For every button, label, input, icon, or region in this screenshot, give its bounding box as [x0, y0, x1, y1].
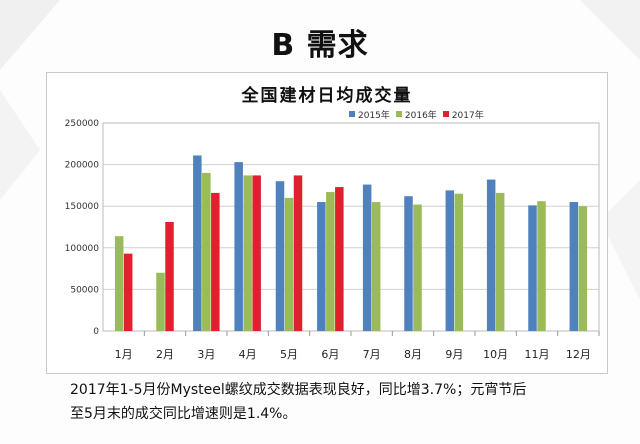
legend-label-2017: 2017年: [451, 110, 484, 121]
bar-2015年-11月: [528, 205, 537, 331]
bar-chart: 0 50000 100000 150000 200000 250000 1月 2月 3月 4月 5月…: [65, 119, 600, 361]
bar-2017年-2月: [165, 222, 174, 331]
caption-line-1: 2017年1-5月份Mysteel螺纹成交数据表现良好，同比增3.7%；元宵节后: [70, 382, 527, 398]
bar-2015年-3月: [193, 155, 202, 331]
bar-2016年-3月: [202, 172, 211, 331]
x-tick-label: 3月: [197, 348, 215, 361]
bar-2016年-4月: [243, 175, 252, 331]
chart-title: 全国建材日均成交量: [241, 86, 413, 106]
y-tick-label: 0: [93, 327, 99, 337]
bar-2016年-6月: [326, 192, 335, 331]
bar-2017年-1月: [123, 253, 133, 331]
x-tick-label: 12月: [566, 348, 591, 361]
page-title: B 需求: [271, 28, 369, 63]
x-tick-label: 9月: [445, 348, 463, 361]
bar-2015年-5月: [275, 181, 285, 331]
x-tick-label: 1月: [115, 348, 133, 361]
bar-2015年-6月: [317, 202, 326, 331]
caption: 2017年1-5月份Mysteel螺纹成交数据表现良好，同比增3.7%；元宵节后…: [70, 378, 630, 426]
bar-2015年-4月: [234, 162, 243, 331]
bar-2017年-3月: [211, 192, 220, 331]
bar-2015年-8月: [404, 196, 413, 331]
caption-line-2: 至5月末的成交同比增速则是1.4%。: [70, 406, 297, 422]
x-tick-label: 8月: [404, 348, 422, 361]
y-tick-label: 50000: [70, 285, 99, 295]
bar-2015年-7月: [362, 184, 372, 331]
bar-2017年-4月: [252, 175, 261, 331]
bar-2015年-9月: [445, 190, 455, 331]
y-tick-label: 250000: [65, 119, 100, 129]
bar-2016年-9月: [454, 193, 464, 331]
bar-2016年-2月: [156, 272, 165, 331]
legend-label-2016: 2016年: [404, 110, 437, 121]
bar-2016年-10月: [495, 192, 505, 331]
chart-legend: 2015年 2016年 2017年: [349, 107, 484, 121]
y-tick-label: 100000: [65, 244, 100, 254]
legend-swatch-2016: [395, 111, 402, 117]
legend-item-2016: 2016年: [395, 108, 437, 121]
legend-swatch-2017: [442, 111, 449, 117]
bar-2016年-11月: [537, 201, 546, 331]
legend-swatch-2015: [349, 111, 355, 117]
bar-2017年-6月: [335, 187, 344, 331]
bar-2016年-12月: [578, 206, 588, 331]
x-tick-label: 4月: [239, 348, 257, 361]
x-tick-label: 2月: [156, 348, 174, 361]
y-tick-label: 200000: [65, 161, 100, 171]
x-tick-label: 6月: [321, 348, 339, 361]
bar-2016年-5月: [284, 197, 294, 331]
x-tick-label: 5月: [280, 348, 298, 361]
x-tick-label: 7月: [363, 348, 381, 361]
bar-2015年-12月: [569, 202, 579, 331]
x-tick-label: 10月: [483, 348, 508, 361]
bar-2017年-5月: [293, 175, 303, 331]
plot-area-border: [102, 122, 600, 332]
bar-2015年-10月: [486, 179, 496, 331]
legend-label-2015: 2015年: [358, 110, 390, 121]
legend-item-2015: 2015年: [349, 108, 390, 121]
bar-2016年-7月: [371, 202, 381, 331]
legend-item-2017: 2017年: [442, 108, 484, 121]
bar-2016年-1月: [114, 236, 124, 331]
bar-2016年-8月: [413, 204, 422, 331]
chart-frame: 全国建材日均成交量 2015年 2016年 2017年 0 50000 100000…: [46, 72, 608, 374]
x-tick-label: 11月: [525, 348, 550, 361]
y-tick-label: 150000: [65, 202, 100, 212]
